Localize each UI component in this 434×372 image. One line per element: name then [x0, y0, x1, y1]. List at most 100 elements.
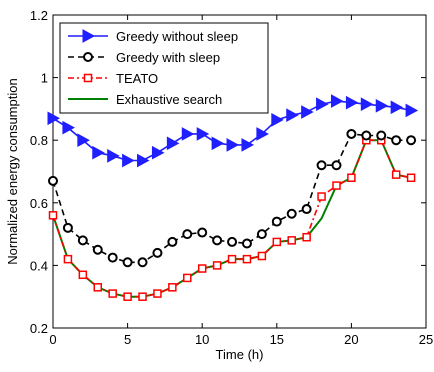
data-point	[48, 211, 58, 220]
data-point	[317, 192, 326, 201]
legend-marker	[83, 52, 93, 62]
x-axis-label: Time (h)	[216, 347, 264, 362]
data-point	[107, 252, 118, 263]
data-point	[168, 283, 177, 292]
data-point	[77, 235, 88, 246]
data-point	[212, 261, 222, 270]
data-point	[287, 236, 296, 245]
data-point	[92, 244, 103, 255]
data-point	[138, 292, 147, 301]
legend-label: Exhaustive search	[116, 92, 222, 107]
y-tick-label: 0.4	[30, 258, 48, 273]
x-tick-label: 25	[419, 332, 433, 347]
data-point	[391, 135, 402, 146]
data-point	[361, 130, 372, 141]
data-point	[122, 257, 133, 268]
data-point	[47, 111, 61, 126]
data-point	[152, 247, 163, 258]
data-point	[182, 229, 193, 240]
data-point	[286, 208, 297, 219]
data-point	[137, 257, 148, 268]
data-point	[257, 251, 267, 261]
data-point	[301, 204, 312, 215]
y-tick-label: 0.2	[30, 321, 48, 336]
data-point	[122, 153, 135, 168]
data-point	[345, 95, 359, 110]
data-point	[197, 264, 207, 273]
legend-marker	[82, 29, 96, 43]
data-point	[226, 138, 240, 152]
series-0	[47, 94, 419, 168]
data-point	[137, 153, 150, 168]
data-point	[406, 135, 417, 146]
data-point	[301, 105, 314, 119]
data-point	[211, 136, 225, 151]
x-tick-label: 5	[124, 332, 131, 347]
y-tick-label: 0.8	[30, 133, 48, 148]
y-tick-label: 1	[41, 71, 48, 86]
data-point	[316, 160, 327, 171]
data-point	[166, 136, 180, 151]
data-point	[62, 120, 75, 135]
data-point	[346, 128, 357, 139]
legend-label: Greedy with sleep	[116, 50, 220, 65]
data-point	[375, 98, 389, 113]
data-point	[78, 270, 88, 280]
data-point	[390, 100, 404, 115]
data-point	[62, 222, 73, 233]
data-point	[271, 216, 282, 227]
data-point	[48, 175, 58, 186]
data-point	[376, 130, 387, 141]
data-point	[107, 149, 120, 163]
data-point	[405, 103, 419, 118]
legend-marker	[83, 73, 93, 83]
x-tick-label: 15	[270, 332, 284, 347]
data-point	[227, 236, 238, 247]
data-point	[227, 254, 237, 264]
legend-label: TEATO	[116, 71, 158, 86]
data-point	[271, 113, 284, 127]
data-point	[92, 145, 105, 160]
data-point	[286, 108, 299, 123]
x-tick-label: 20	[344, 332, 358, 347]
series-layer	[47, 94, 419, 301]
data-point	[256, 229, 267, 240]
data-point	[151, 145, 165, 160]
data-point	[391, 170, 401, 179]
data-point	[153, 289, 162, 298]
legend-label: Greedy without sleep	[116, 29, 238, 44]
data-point	[108, 289, 117, 298]
data-point	[331, 160, 342, 171]
data-point	[347, 173, 356, 183]
data-point	[123, 292, 132, 301]
data-point	[181, 127, 195, 141]
data-point	[93, 283, 103, 292]
data-point	[406, 173, 416, 183]
data-point	[360, 97, 374, 112]
data-point	[241, 238, 252, 249]
data-point	[212, 235, 223, 246]
data-point	[316, 97, 329, 112]
x-tick-label: 0	[49, 332, 56, 347]
data-point	[196, 127, 210, 141]
data-point	[183, 273, 192, 283]
data-point	[167, 236, 178, 247]
x-tick-label: 10	[195, 332, 209, 347]
series-1	[48, 128, 417, 268]
y-axis-label: Normalized energy consumption	[5, 78, 20, 264]
data-point	[332, 181, 341, 190]
data-point	[302, 232, 311, 242]
data-point	[242, 254, 252, 264]
legend: Greedy without sleep Greedy with sleep TEA…	[59, 22, 269, 114]
y-tick-label: 0.6	[30, 196, 48, 211]
data-point	[330, 94, 344, 108]
data-point	[241, 138, 255, 152]
data-point	[77, 133, 90, 148]
data-point	[197, 227, 208, 238]
data-point	[63, 254, 73, 264]
data-point	[256, 127, 269, 141]
y-tick-label: 1.2	[30, 8, 48, 23]
data-point	[272, 237, 282, 247]
